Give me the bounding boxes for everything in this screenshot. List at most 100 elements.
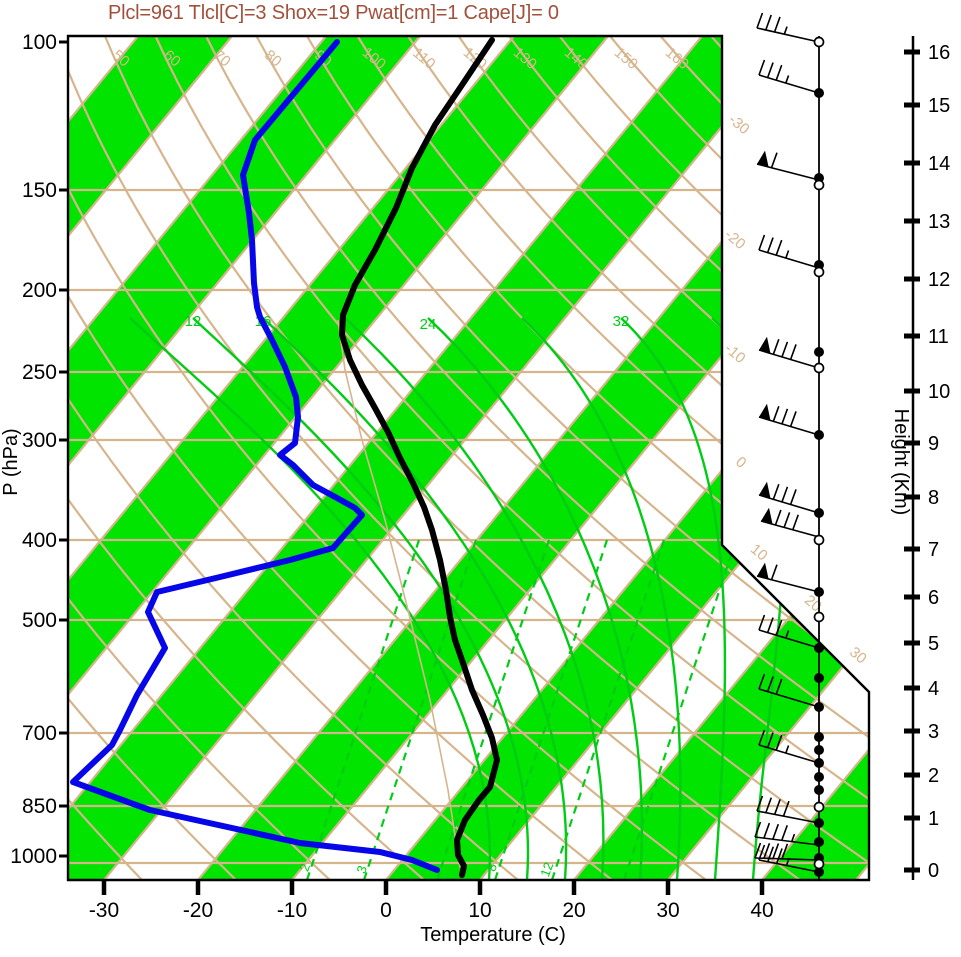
isotherm-line <box>68 36 515 880</box>
wind-level-dot <box>814 745 824 755</box>
mixing-ratio-line <box>435 539 551 880</box>
wind-barb-feather <box>754 842 762 859</box>
wind-level-dot <box>814 818 824 828</box>
wind-level-dot <box>814 508 824 518</box>
isotherm-edge-label: 0 <box>732 453 749 471</box>
wind-barb-feather <box>792 514 800 531</box>
wind-barb-half-feather <box>785 75 790 84</box>
moist-adiabat-label: 32 <box>613 313 630 330</box>
wind-barb-feather <box>781 486 789 503</box>
isotherm-line <box>573 36 869 880</box>
wind-barb-shaft <box>758 688 820 708</box>
mixing-ratio-label: 3 <box>353 863 370 875</box>
wind-barb-feather <box>783 512 791 528</box>
height-tick-label: 9 <box>928 433 939 455</box>
temperature-tick-label: 10 <box>468 899 491 922</box>
temperature-tick-label: -20 <box>183 899 213 922</box>
wind-barb-shaft <box>756 810 820 824</box>
temperature-tick-label: 20 <box>562 899 585 922</box>
wind-level-dot <box>814 430 824 440</box>
pressure-tick-label: 500 <box>22 609 57 632</box>
sounding-profiles <box>70 37 500 878</box>
wind-barb-feather <box>758 234 766 251</box>
wind-barb-feather <box>763 842 771 859</box>
wind-barb-half-feather <box>785 250 790 259</box>
wind-level-dot <box>814 785 824 795</box>
wind-barb-shaft <box>756 163 820 181</box>
wind-level-dot <box>814 702 824 712</box>
pressure-tick-label: 850 <box>22 795 57 818</box>
wind-level-circle <box>813 534 825 546</box>
isotherm-band <box>68 36 609 880</box>
height-tick-label: 7 <box>928 539 939 561</box>
wind-level-circle <box>813 179 825 191</box>
wind-barb-shaft <box>754 836 820 846</box>
wind-barb-half-feather <box>785 745 790 754</box>
mixing-ratio-label: 2 <box>296 861 313 873</box>
wind-barb-feather <box>758 673 766 690</box>
dry-adiabat <box>457 36 869 880</box>
moist-adiabat <box>344 317 605 880</box>
wind-barb-shaft <box>758 744 820 764</box>
moist-adiabat <box>262 317 568 880</box>
wind-barb-feather <box>772 823 780 840</box>
wind-barb-half-feather <box>783 26 788 35</box>
moist-adiabat-label: 24 <box>420 316 437 333</box>
dry-adiabat <box>68 36 331 880</box>
wind-barb-feather <box>775 678 783 695</box>
height-tick-label: 15 <box>928 95 950 117</box>
wind-barb-half-feather <box>785 630 790 639</box>
wind-barb-feather <box>772 483 780 500</box>
isotherm-line <box>68 36 327 880</box>
dry-adiabat <box>68 36 707 880</box>
pressure-tick-label: 700 <box>22 722 57 745</box>
height-tick-label: 13 <box>928 211 950 233</box>
height-tick-label: 0 <box>928 860 939 882</box>
moist-adiabat <box>427 317 644 880</box>
isotherm-edge-label: 30 <box>846 644 870 668</box>
wind-barb-feather <box>756 12 764 29</box>
mixing-ratio-label: 12 <box>537 860 556 879</box>
wind-level-dot <box>814 837 824 847</box>
wind-barb-shaft <box>758 629 820 649</box>
temperature-tick-label: 0 <box>380 899 392 922</box>
wind-barb-feather <box>773 16 781 33</box>
pressure-tick-label: 300 <box>22 429 57 452</box>
height-tick-label: 6 <box>928 587 939 609</box>
wind-barb-feather <box>781 408 789 425</box>
isotherm-line <box>103 36 797 880</box>
height-tick-label: 14 <box>928 153 950 175</box>
height-tick-label: 1 <box>928 808 939 830</box>
dry-adiabat <box>255 36 869 880</box>
moist-adiabat <box>192 317 530 880</box>
parcel-curve <box>337 319 461 869</box>
wind-level-circle <box>813 858 825 870</box>
dry-adiabat <box>154 36 869 880</box>
wind-barb-feather <box>766 62 774 78</box>
wind-barb-feather <box>773 799 781 815</box>
wind-barb-shaft <box>760 520 820 538</box>
wind-barb-pennant <box>759 403 771 421</box>
dry-adiabat <box>68 36 801 880</box>
temperature-axis-title: Temperature (C) <box>420 924 566 946</box>
wind-level-circle <box>813 266 825 278</box>
dry-adiabat <box>68 36 519 880</box>
temperature-curve <box>339 37 500 878</box>
height-tick-label: 11 <box>928 326 949 348</box>
height-tick-label: 2 <box>928 765 939 787</box>
wind-barb-pennant <box>761 507 773 525</box>
isotherm-line <box>68 36 233 880</box>
wind-barb-feather <box>789 411 797 427</box>
moist-adiabat <box>620 317 727 880</box>
pressure-axis-title: P (hPa) <box>0 428 22 495</box>
wind-barb-column <box>754 12 825 880</box>
wind-barb-pennant <box>759 481 771 499</box>
isotherm-edge-label: -10 <box>721 340 749 367</box>
wind-barb-shaft <box>758 74 820 94</box>
wind-barb-shaft <box>754 857 820 861</box>
wind-barb-feather <box>756 795 764 812</box>
mixing-ratio-line <box>550 539 666 880</box>
temperature-tick-label: -30 <box>89 899 119 922</box>
isotherm-edge-label: -20 <box>721 226 749 253</box>
